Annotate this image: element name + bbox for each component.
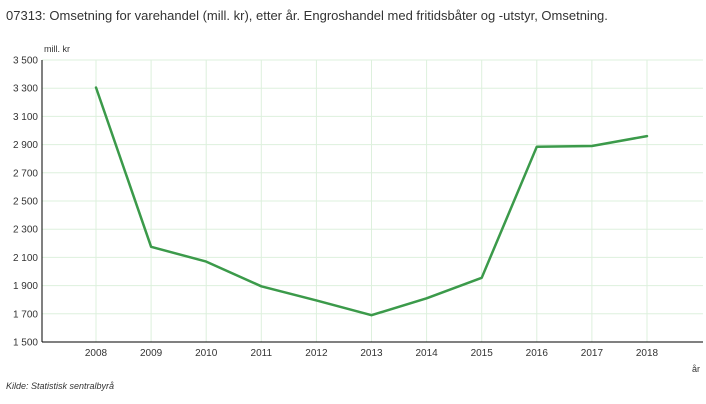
axes	[41, 60, 703, 343]
y-tick-label: 1 500	[13, 338, 38, 349]
y-tick-label: 3 300	[13, 84, 38, 95]
x-tick-label: 2018	[636, 348, 659, 359]
y-tick-label: 3 100	[13, 112, 38, 123]
chart-title: 07313: Omsetning for varehandel (mill. k…	[6, 8, 608, 23]
y-tick-label: 1 700	[13, 309, 38, 320]
x-tick-label: 2011	[251, 348, 273, 359]
y-tick-label: 2 500	[13, 197, 38, 208]
y-axis-title: mill. kr	[44, 44, 70, 54]
y-tick-label: 1 900	[13, 281, 38, 292]
y-tick-label: 2 900	[13, 140, 38, 151]
x-tick-label: 2017	[581, 348, 604, 359]
y-tick-label: 2 100	[13, 253, 38, 264]
x-tick-label: 2015	[471, 348, 494, 359]
x-tick-labels: 2008 2009 2010 2011 2012 2013 2014 2015 2016 2017…	[85, 348, 659, 359]
y-tick-labels: 1 500 1 700 1 900 2 100 2 300 2 500 2 700 2 900…	[13, 56, 38, 349]
x-tick-label: 2012	[305, 348, 328, 359]
series-lines	[94, 86, 649, 317]
y-tick-label: 3 500	[13, 56, 38, 67]
x-tick-label: 2010	[195, 348, 218, 359]
x-tick-label: 2008	[85, 348, 108, 359]
y-tick-label: 2 700	[13, 168, 38, 179]
y-tick-label: 2 300	[13, 225, 38, 236]
x-tick-label: 2013	[360, 348, 383, 359]
grid-lines	[42, 59, 703, 342]
x-axis-title: år	[692, 364, 700, 374]
series-line	[94, 86, 649, 317]
x-tick-label: 2016	[526, 348, 549, 359]
x-tick-label: 2014	[415, 348, 438, 359]
x-tick-label: 2009	[140, 348, 163, 359]
source-text: Kilde: Statistisk sentralbyrå	[6, 381, 115, 391]
